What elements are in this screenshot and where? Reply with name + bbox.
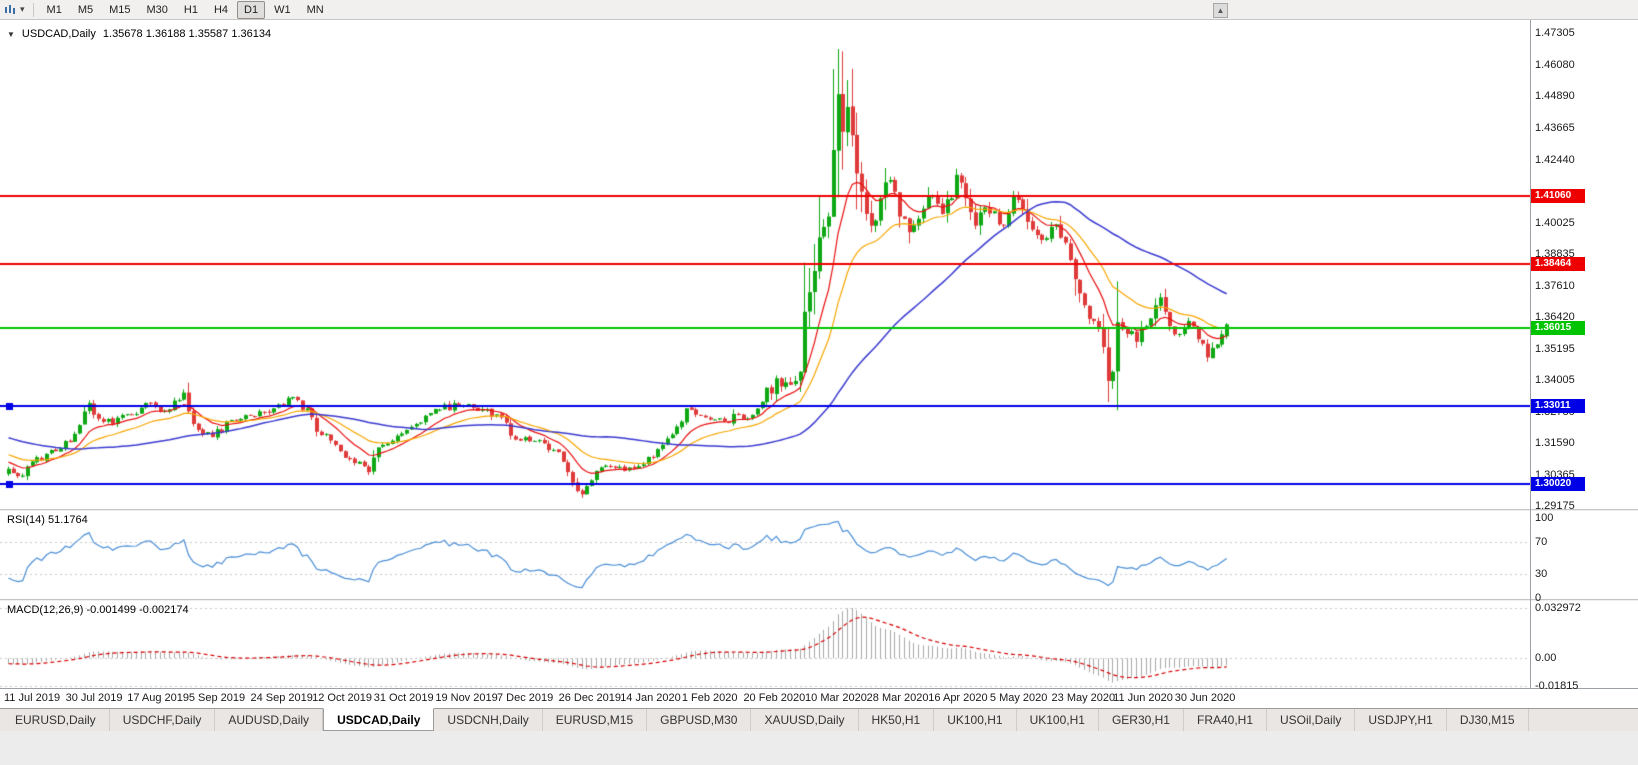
timeframe-button-w1[interactable]: W1 — [274, 3, 291, 16]
price-axis-label: 1.43665 — [1535, 121, 1575, 134]
date-axis-label: 14 Jan 2020 — [620, 692, 681, 704]
timeframe-button-h1[interactable]: H1 — [183, 3, 198, 16]
date-axis-border — [0, 688, 1638, 689]
timeframe-button-m15[interactable]: M15 — [109, 3, 131, 16]
date-axis-label: 10 Mar 2020 — [805, 692, 867, 704]
timeframe-button-mn[interactable]: MN — [306, 3, 324, 16]
price-axis-label: 1.29175 — [1535, 500, 1575, 512]
price-tag-1.30020: 1.30020 — [1531, 476, 1585, 491]
chart-title: ▼ USDCAD,Daily 1.35678 1.36188 1.35587 1… — [7, 28, 271, 40]
chart-tab-eurusd-m15-5[interactable]: EURUSD,M15 — [543, 709, 648, 731]
date-axis-label: 7 Dec 2019 — [496, 692, 554, 704]
main-chart-canvas[interactable] — [0, 20, 1530, 509]
chart-tab-hk50-h1-8[interactable]: HK50,H1 — [859, 709, 935, 731]
chart-type-icon[interactable] — [4, 3, 18, 16]
status-strip — [0, 731, 1638, 765]
chart-tab-dj30-m15-15[interactable]: DJ30,M15 — [1447, 709, 1529, 731]
rsi-axis-label: 30 — [1535, 568, 1548, 580]
price-axis-label: 1.46080 — [1535, 58, 1575, 71]
price-axis-label: 1.35195 — [1535, 342, 1575, 355]
top-toolbar: ▾ M1 M5 M15 M30 H1 H4 D1 W1 MN ▲ — [0, 0, 1638, 20]
chart-tab-eurusd-daily-0[interactable]: EURUSD,Daily — [2, 709, 110, 731]
date-axis-label: 11 Jul 2019 — [4, 692, 61, 704]
price-axis-label: 1.44890 — [1535, 90, 1575, 102]
date-axis-label: 12 Oct 2019 — [312, 692, 373, 704]
chart-tab-audusd-daily-2[interactable]: AUDUSD,Daily — [215, 709, 324, 731]
chart-tab-uk100-h1-9[interactable]: UK100,H1 — [934, 709, 1017, 731]
chart-tab-usdchf-daily-1[interactable]: USDCHF,Daily — [110, 709, 216, 731]
toolbar-separator — [32, 2, 34, 17]
chart-tab-usdcnh-daily-4[interactable]: USDCNH,Daily — [434, 709, 543, 731]
macd-canvas[interactable] — [0, 601, 1530, 688]
macd-label: MACD(12,26,9) -0.001499 -0.002174 — [7, 604, 189, 616]
chart-tab-xauusd-daily-7[interactable]: XAUUSD,Daily — [751, 709, 859, 731]
date-axis-label: 19 Nov 2019 — [435, 692, 498, 704]
price-tag-1.38464: 1.38464 — [1531, 256, 1585, 271]
rsi-canvas[interactable] — [0, 511, 1530, 599]
price-axis-border — [1530, 20, 1531, 689]
chart-symbol-label: USDCAD,Daily — [21, 28, 96, 40]
rsi-axis-label: 70 — [1535, 536, 1548, 548]
window-menu-icon[interactable]: ▼ — [7, 29, 15, 39]
date-axis-label: 30 Jul 2019 — [65, 692, 123, 704]
date-axis-label: 28 Mar 2020 — [866, 692, 929, 704]
date-axis-label: 31 Oct 2019 — [373, 692, 434, 704]
price-tag-1.41060: 1.41060 — [1531, 188, 1585, 203]
chart-tab-usdcad-daily-3[interactable]: USDCAD,Daily — [323, 708, 435, 731]
macd-axis-label: 0.032972 — [1535, 602, 1581, 614]
date-axis[interactable]: 11 Jul 2019 30 Jul 2019 17 Aug 2019 5 Sep 2… — [0, 689, 1638, 708]
panel-splitter[interactable] — [0, 509, 1638, 511]
chart-tab-fra40-h1-12[interactable]: FRA40,H1 — [1184, 709, 1268, 731]
timeframe-button-h4[interactable]: H4 — [213, 3, 229, 16]
date-axis-label: 1 Feb 2020 — [681, 692, 738, 704]
panel-splitter[interactable] — [0, 599, 1638, 601]
chart-tab-bar: EURUSD,Daily USDCHF,Daily AUDUSD,Daily USDC… — [0, 708, 1638, 731]
timeframe-button-d1[interactable]: D1 — [237, 0, 266, 19]
date-axis-label: 20 Feb 2020 — [743, 692, 806, 704]
price-axis-label: 1.36420 — [1535, 310, 1575, 323]
macd-axis[interactable]: 0.032972 0.00 -0.01815 — [1531, 601, 1638, 692]
timeframe-buttons: M1 M5 M15 M30 H1 H4 D1 W1 MN — [39, 0, 332, 19]
date-axis-label: 23 May 2020 — [1051, 692, 1116, 704]
price-axis[interactable]: 1.47305 1.46080 1.44890 1.43665 1.42440 1.400… — [1531, 20, 1638, 512]
rsi-axis-label: 0 — [1535, 592, 1542, 604]
date-axis-label: 5 Sep 2019 — [188, 692, 246, 704]
chevron-down-icon[interactable]: ▾ — [20, 4, 25, 14]
macd-axis-label: 0.00 — [1535, 652, 1557, 665]
price-axis-label: 1.37610 — [1535, 279, 1575, 292]
chart-tab-gbpusd-m30-6[interactable]: GBPUSD,M30 — [647, 709, 752, 731]
date-axis-label: 26 Dec 2019 — [558, 692, 621, 704]
price-tag-1.33011: 1.33011 — [1531, 398, 1585, 413]
date-axis-label: 5 May 2020 — [989, 692, 1048, 704]
date-axis-label: 16 Apr 2020 — [928, 692, 988, 704]
price-tag-1.36015: 1.36015 — [1531, 320, 1585, 335]
price-axis-label: 1.47305 — [1535, 27, 1575, 39]
rsi-axis-label: 100 — [1535, 512, 1554, 524]
date-axis-label: 11 Jun 2020 — [1113, 692, 1173, 704]
timeframe-button-m1[interactable]: M1 — [46, 3, 62, 16]
date-axis-label: 17 Aug 2019 — [127, 692, 190, 704]
rsi-axis[interactable]: 100 70 30 0 — [1531, 511, 1638, 604]
scroll-up-button[interactable]: ▲ — [1213, 3, 1228, 18]
chart-tab-usdjpy-h1-14[interactable]: USDJPY,H1 — [1355, 709, 1447, 731]
timeframe-button-m5[interactable]: M5 — [77, 3, 94, 16]
rsi-label: RSI(14) 51.1764 — [7, 514, 88, 526]
date-axis-label: 24 Sep 2019 — [250, 692, 313, 704]
price-axis-label: 1.40025 — [1535, 216, 1575, 229]
chart-tab-ger30-h1-11[interactable]: GER30,H1 — [1099, 709, 1184, 731]
chart-tab-usoil-daily-13[interactable]: USOil,Daily — [1267, 709, 1356, 731]
price-axis-label: 1.31590 — [1535, 436, 1575, 449]
chart-tab-uk100-h1-10[interactable]: UK100,H1 — [1017, 709, 1099, 731]
timeframe-button-m30[interactable]: M30 — [146, 3, 168, 16]
chart-ohlc-values: 1.35678 1.36188 1.35587 1.36134 — [102, 28, 272, 40]
date-axis-label: 30 Jun 2020 — [1174, 692, 1236, 704]
price-axis-label: 1.42440 — [1535, 153, 1575, 166]
price-axis-label: 1.34005 — [1535, 373, 1575, 386]
